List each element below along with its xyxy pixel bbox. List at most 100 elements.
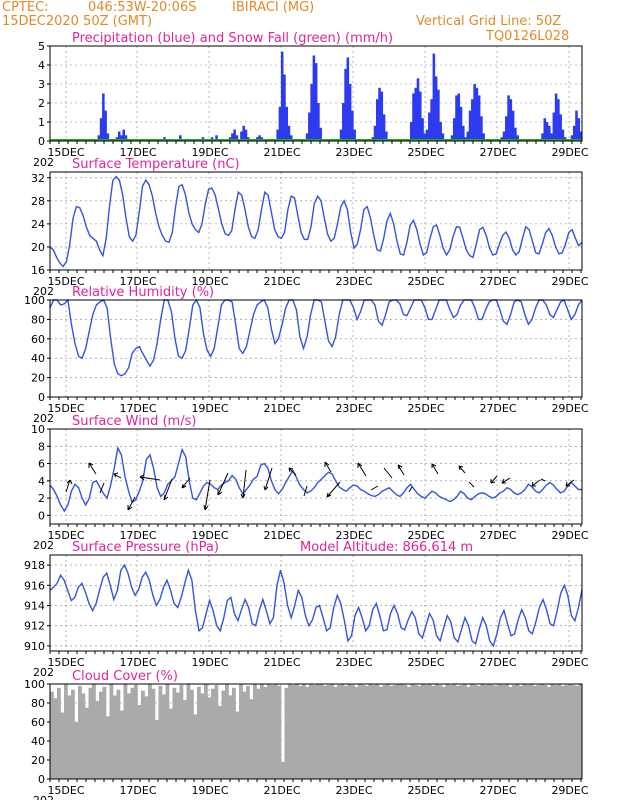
bar — [554, 684, 558, 779]
x-tick-label: 25DEC — [407, 529, 444, 542]
bar — [353, 129, 356, 141]
bar — [284, 687, 289, 779]
bar — [346, 57, 350, 141]
wind-arrow-icon — [370, 485, 379, 491]
bar — [455, 95, 458, 141]
y-tick-label: 0 — [38, 391, 45, 404]
header-grid-note: Vertical Grid Line: 50Z — [416, 14, 561, 29]
bar — [287, 125, 291, 141]
x-tick-label: 21DEC — [263, 656, 300, 669]
bar — [522, 684, 527, 779]
y-tick-label: 912 — [24, 620, 45, 633]
bar — [512, 684, 516, 779]
bar — [267, 684, 271, 779]
bar — [386, 684, 390, 779]
wind-arrow-icon — [65, 479, 73, 493]
y-tick-label: 910 — [24, 640, 45, 653]
wind-arrow-icon — [531, 479, 541, 487]
x-year-stub: 202 — [33, 156, 54, 169]
bar — [473, 684, 478, 779]
x-tick-label: 15DEC — [47, 529, 84, 542]
x-tick-label: 19DEC — [191, 784, 228, 797]
bar — [424, 684, 429, 779]
bar — [477, 685, 481, 779]
bar — [379, 686, 383, 779]
bar — [382, 114, 386, 141]
x-tick-label: 17DEC — [119, 275, 156, 288]
y-tick-label: 4 — [38, 59, 45, 72]
y-tick-label: 32 — [31, 172, 45, 185]
bar — [416, 78, 420, 141]
bar — [417, 685, 422, 779]
bar — [165, 684, 170, 779]
bar — [50, 691, 54, 779]
bar — [430, 99, 433, 141]
bar — [316, 684, 320, 779]
bar — [575, 685, 579, 779]
x-tick-label: 21DEC — [263, 784, 300, 797]
y-tick-label: 0 — [38, 135, 45, 148]
bar — [218, 705, 222, 779]
wind-arrow-icon — [458, 465, 466, 474]
bar — [246, 685, 250, 779]
bar — [382, 684, 387, 779]
bar — [575, 110, 578, 141]
bar — [354, 686, 359, 779]
bar — [470, 684, 474, 779]
panel-title: Relative Humidity (%) — [72, 285, 214, 300]
wind-arrow-icon — [397, 464, 405, 476]
x-tick-label: 21DEC — [263, 275, 300, 288]
bar — [95, 701, 100, 779]
bar — [344, 68, 347, 141]
plot-frame — [49, 171, 583, 271]
bar — [400, 684, 404, 779]
bar — [214, 684, 219, 779]
bar — [231, 133, 234, 141]
bar — [239, 684, 243, 779]
bar — [572, 125, 576, 141]
bar — [519, 685, 523, 779]
bar — [445, 684, 450, 779]
series-line — [49, 563, 583, 648]
bar — [270, 684, 275, 779]
bar — [471, 99, 474, 141]
bar — [233, 129, 236, 141]
bar — [396, 684, 401, 779]
y-tick-label: 40 — [31, 352, 45, 365]
bar — [176, 692, 180, 779]
y-tick-label: 916 — [24, 579, 45, 592]
bar — [475, 87, 479, 141]
bar — [283, 74, 286, 141]
bar — [162, 694, 166, 779]
bar — [67, 695, 72, 779]
bar — [438, 684, 443, 779]
x-tick-label: 17DEC — [119, 529, 156, 542]
bar — [295, 684, 299, 779]
y-tick-label: 60 — [31, 333, 45, 346]
bar — [158, 685, 163, 779]
y-tick-label: 40 — [31, 735, 45, 748]
x-tick-label: 25DEC — [407, 275, 444, 288]
bar — [102, 93, 105, 141]
bar — [459, 106, 463, 141]
bar — [419, 91, 422, 141]
bar — [351, 684, 355, 779]
x-tick-label: 25DEC — [407, 656, 444, 669]
bar — [74, 722, 79, 779]
wind-arrow-icon — [163, 478, 173, 501]
bar — [291, 684, 296, 779]
bar — [64, 684, 68, 779]
bar — [482, 133, 485, 141]
bar — [148, 684, 152, 779]
panel-title: Surface Pressure (hPa) — [72, 540, 219, 555]
bar — [449, 684, 453, 779]
bar — [570, 135, 574, 141]
bar — [554, 93, 558, 141]
bar — [179, 684, 184, 779]
bar — [434, 76, 438, 141]
x-tick-label: 27DEC — [479, 656, 516, 669]
bar — [550, 684, 555, 779]
wind-arrow-icon — [383, 467, 393, 479]
x-tick-label: 15DEC — [47, 656, 84, 669]
